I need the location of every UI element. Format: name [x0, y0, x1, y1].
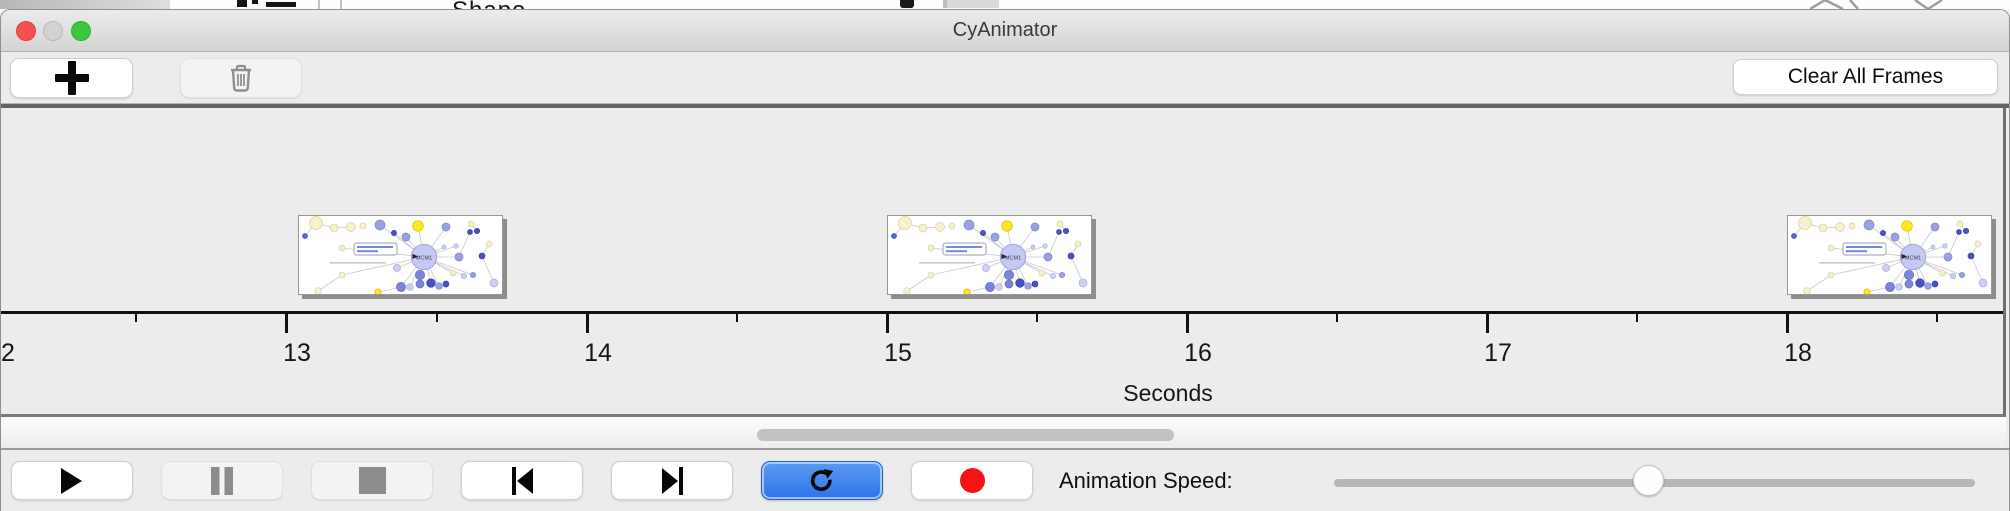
- play-icon: [61, 467, 82, 494]
- network-preview: MCM1: [302, 216, 499, 294]
- timeline-scrollbar[interactable]: [1, 417, 2006, 448]
- stop-button[interactable]: [311, 461, 433, 500]
- ruler-tick-major: [586, 311, 589, 333]
- timeline-panel[interactable]: 2 13 14 15 16 17 18 Seconds: [1, 108, 2006, 417]
- ruler-tick-major: [1486, 311, 1489, 333]
- toolbar-divider: [1, 103, 2009, 104]
- clear-all-frames-label: Clear All Frames: [1787, 65, 1944, 88]
- background-glyph-fragment: [237, 0, 247, 7]
- background-glyph-fragment: [900, 0, 914, 8]
- background-window-strip: Shape: [0, 0, 2010, 9]
- animation-speed-label: Animation Speed:: [1059, 468, 1233, 493]
- ruler-tick-minor: [135, 311, 137, 322]
- loop-icon: [810, 468, 834, 491]
- background-glyph-fragment: [266, 2, 296, 7]
- ruler-tick-minor: [736, 311, 738, 322]
- ruler-label-18: 18: [1784, 339, 1812, 367]
- skip-to-start-button[interactable]: [461, 461, 583, 500]
- delete-frame-button[interactable]: [180, 58, 302, 98]
- playback-controls: Animation Speed:: [1, 450, 2009, 511]
- ruler-tick-minor: [1636, 311, 1638, 322]
- window-title: CyAnimator: [952, 19, 1058, 41]
- record-icon: [959, 468, 985, 493]
- ruler-label-2: 2: [1, 339, 15, 367]
- ruler-tick-major: [285, 311, 288, 333]
- pause-button[interactable]: [161, 461, 283, 500]
- ruler-label-17: 17: [1484, 339, 1512, 367]
- ruler-tick-minor: [436, 311, 438, 322]
- title-bar: CyAnimator: [1, 10, 2009, 52]
- background-divider: [340, 0, 342, 9]
- ruler-label-14: 14: [584, 339, 612, 367]
- svg-text:MCM1: MCM1: [416, 255, 432, 261]
- ruler-label-15: 15: [884, 339, 912, 367]
- frame-thumbnail[interactable]: MCM1: [1787, 215, 1992, 295]
- svg-text:MCM1: MCM1: [1005, 255, 1021, 261]
- skip-to-end-button[interactable]: [611, 461, 733, 500]
- skip-to-end-icon: [661, 466, 683, 495]
- animation-speed-slider-thumb[interactable]: [1633, 465, 1664, 496]
- stop-icon: [358, 467, 386, 494]
- plus-icon: [54, 61, 89, 95]
- cyanimator-window: CyAnimator Clear All Frames 2 13 14 15 16 17 1…: [0, 9, 2010, 511]
- play-button[interactable]: [11, 461, 133, 500]
- svg-text:MCM1: MCM1: [1905, 255, 1921, 261]
- skip-to-start-icon: [511, 466, 533, 495]
- ruler-tick-major: [886, 311, 889, 333]
- loop-button[interactable]: [761, 461, 883, 500]
- background-control-fragment: [943, 0, 999, 8]
- controls-divider: [1, 448, 2009, 450]
- ruler-tick-minor: [1036, 311, 1038, 322]
- clear-all-frames-button[interactable]: Clear All Frames: [1733, 59, 1998, 95]
- ruler-label-16: 16: [1184, 339, 1212, 367]
- close-button[interactable]: [16, 21, 36, 41]
- minimize-button[interactable]: [43, 21, 63, 41]
- ruler-tick-minor: [1336, 311, 1338, 322]
- ruler-tick-minor: [1936, 311, 1938, 322]
- toolbar-divider: [1, 104, 2009, 108]
- background-network-edges: [1809, 0, 1943, 9]
- trash-icon: [231, 64, 251, 92]
- network-preview: MCM1: [891, 216, 1088, 294]
- zoom-button[interactable]: [71, 21, 91, 41]
- ruler-tick-major: [1786, 311, 1789, 333]
- frame-thumbnail[interactable]: MCM1: [298, 215, 503, 295]
- ruler-tick-major: [1186, 311, 1189, 333]
- background-toolbar-fragment: [0, 0, 170, 9]
- timeline-axis-title: Seconds: [1123, 380, 1213, 406]
- timeline-axis: [1, 311, 2003, 314]
- record-button[interactable]: [911, 461, 1033, 500]
- ruler-label-13: 13: [283, 339, 311, 367]
- scrollbar-thumb[interactable]: [757, 429, 1174, 441]
- add-frame-button[interactable]: [10, 58, 133, 98]
- pause-icon: [211, 466, 233, 495]
- network-preview: MCM1: [1791, 216, 1988, 294]
- background-glyph-fragment: [252, 0, 258, 4]
- frame-thumbnail[interactable]: MCM1: [887, 215, 1092, 295]
- background-shape-label: Shape: [452, 0, 526, 9]
- background-divider: [318, 0, 320, 9]
